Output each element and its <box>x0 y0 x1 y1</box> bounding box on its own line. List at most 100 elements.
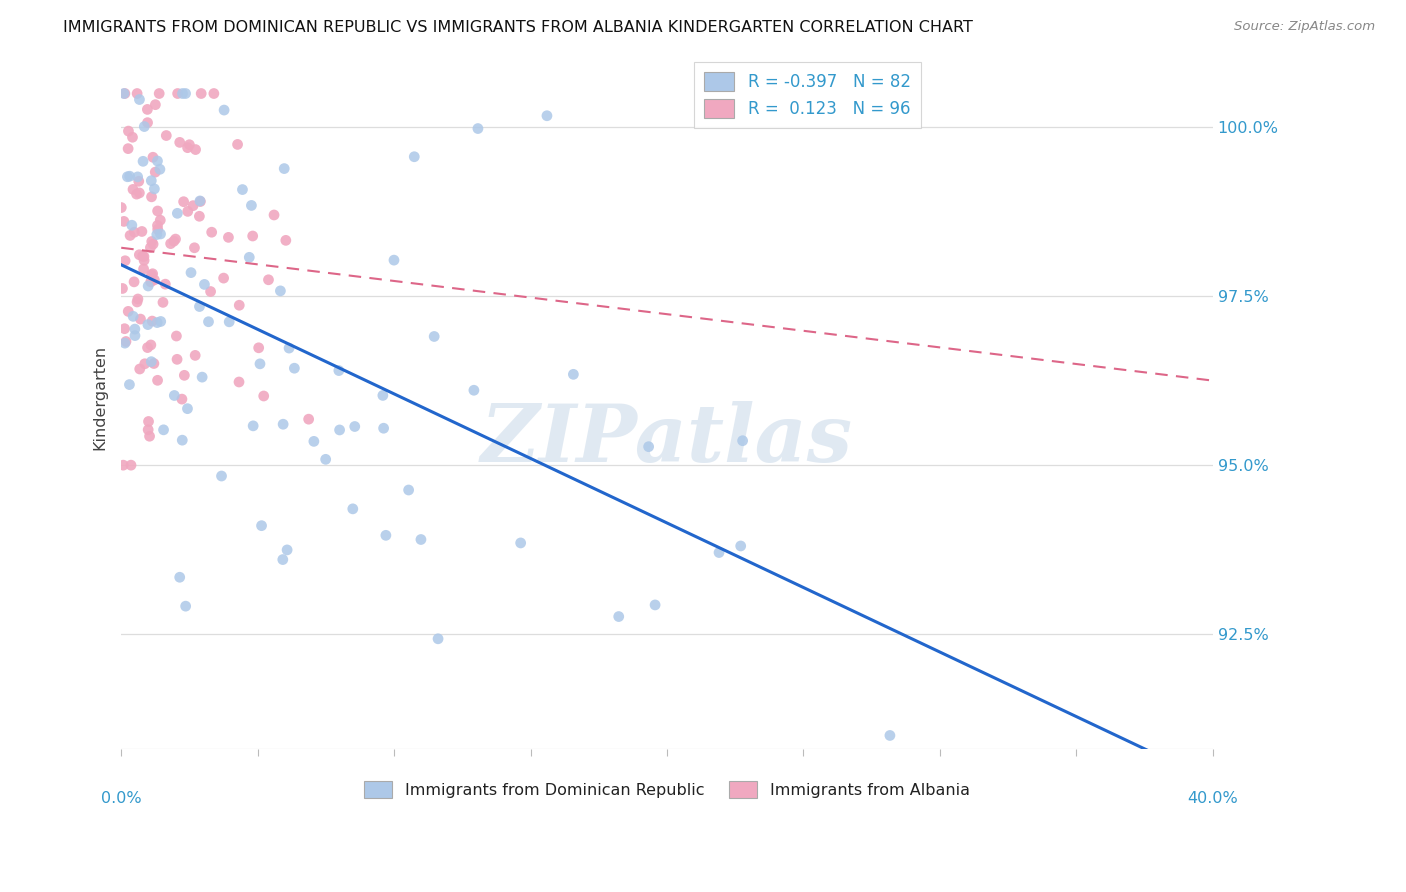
Point <box>173 194 195 209</box>
Point <box>121 130 143 145</box>
Point <box>201 225 224 239</box>
Point <box>371 388 394 402</box>
Point <box>159 236 181 251</box>
Point <box>342 501 364 516</box>
Point <box>200 285 222 299</box>
Point <box>172 433 194 447</box>
Point <box>181 199 204 213</box>
Point <box>118 377 141 392</box>
Point <box>122 182 145 196</box>
Point <box>382 253 405 268</box>
Point <box>139 275 162 289</box>
Point <box>190 194 212 209</box>
Point <box>141 314 163 328</box>
Point <box>427 632 450 646</box>
Point <box>271 417 294 432</box>
Point <box>110 201 132 215</box>
Point <box>136 341 159 355</box>
Point <box>146 219 169 233</box>
Point <box>149 314 172 328</box>
Point <box>249 357 271 371</box>
Point <box>125 187 148 202</box>
Point <box>112 214 135 228</box>
Text: 0.0%: 0.0% <box>101 790 142 805</box>
Point <box>149 162 172 177</box>
Point <box>269 284 291 298</box>
Point <box>152 295 174 310</box>
Point <box>191 370 214 384</box>
Point <box>177 204 200 219</box>
Point <box>136 423 159 437</box>
Point <box>124 328 146 343</box>
Point <box>128 362 150 376</box>
Point <box>165 329 187 343</box>
Point <box>114 336 136 351</box>
Point <box>139 241 162 255</box>
Point <box>467 121 489 136</box>
Point <box>188 300 211 314</box>
Point <box>112 87 135 101</box>
Point <box>117 124 139 138</box>
Point <box>242 418 264 433</box>
Point <box>373 421 395 435</box>
Point <box>328 363 350 377</box>
Point <box>142 150 165 164</box>
Point <box>188 209 211 223</box>
Point <box>166 206 188 220</box>
Point <box>141 190 163 204</box>
Point <box>509 536 531 550</box>
Point <box>409 533 432 547</box>
Point <box>115 334 138 349</box>
Point <box>184 143 207 157</box>
Point <box>143 273 166 287</box>
Point <box>142 267 165 281</box>
Point <box>166 87 188 101</box>
Point <box>142 237 165 252</box>
Point <box>271 552 294 566</box>
Point <box>136 279 159 293</box>
Point <box>173 368 195 383</box>
Point <box>114 253 136 268</box>
Point <box>247 341 270 355</box>
Point <box>253 389 276 403</box>
Point <box>120 228 142 243</box>
Y-axis label: Kindergarten: Kindergarten <box>93 345 107 450</box>
Point <box>124 225 146 239</box>
Point <box>117 142 139 156</box>
Point <box>141 354 163 368</box>
Point <box>134 120 156 134</box>
Point <box>730 539 752 553</box>
Point <box>124 322 146 336</box>
Point <box>138 429 160 443</box>
Point <box>127 87 149 101</box>
Point <box>127 292 149 306</box>
Point <box>163 388 186 402</box>
Point <box>117 304 139 318</box>
Point <box>302 434 325 449</box>
Point <box>879 729 901 743</box>
Point <box>155 128 177 143</box>
Point <box>125 295 148 310</box>
Point <box>117 169 139 184</box>
Point <box>276 542 298 557</box>
Point <box>228 375 250 389</box>
Point <box>423 329 446 343</box>
Point <box>152 423 174 437</box>
Point <box>188 194 211 208</box>
Point <box>149 213 172 227</box>
Point <box>128 248 150 262</box>
Point <box>145 97 167 112</box>
Point <box>211 469 233 483</box>
Point <box>128 174 150 188</box>
Point <box>731 434 754 448</box>
Point <box>132 249 155 263</box>
Point <box>146 227 169 242</box>
Point <box>128 186 150 200</box>
Point <box>139 338 162 352</box>
Point <box>329 423 352 437</box>
Point <box>122 310 145 324</box>
Point <box>193 277 215 292</box>
Point <box>163 234 186 248</box>
Point <box>176 401 198 416</box>
Point <box>136 103 159 117</box>
